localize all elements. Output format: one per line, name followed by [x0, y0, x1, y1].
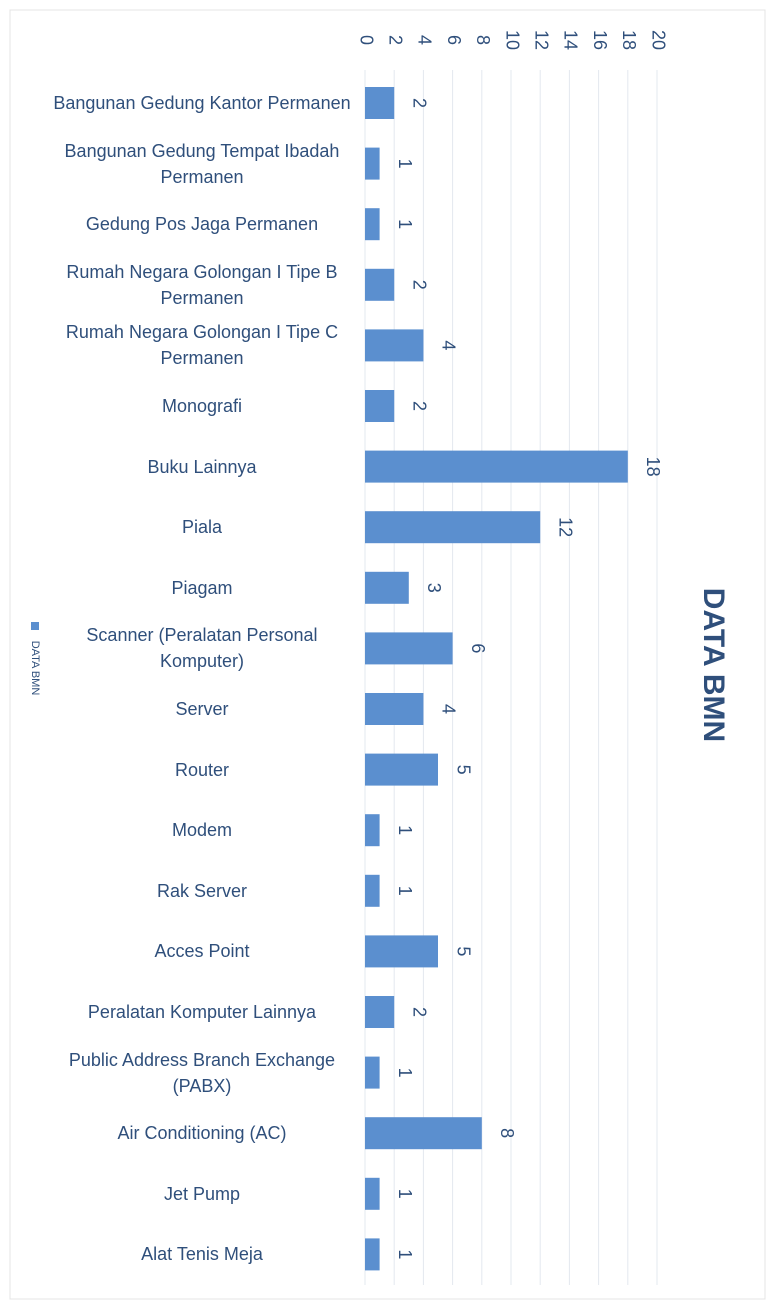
data-label: 1 [395, 1068, 415, 1078]
bar [365, 511, 541, 544]
bar [365, 1238, 380, 1271]
bar [365, 1117, 482, 1150]
bar [365, 693, 424, 725]
data-label: 4 [439, 704, 459, 714]
category-label: Server [175, 699, 229, 719]
category-label: Buku Lainnya [147, 456, 257, 477]
category-label: Router [174, 759, 230, 780]
data-label: 1 [395, 219, 415, 229]
data-label: 2 [409, 1007, 429, 1017]
data-label: 5 [453, 765, 473, 775]
bar [365, 753, 438, 786]
bar [365, 935, 438, 968]
bar [365, 632, 453, 665]
data-label: 3 [424, 583, 444, 593]
bar [365, 390, 395, 422]
x-tick-label: 8 [473, 35, 493, 45]
x-tick-label: 16 [590, 30, 610, 50]
bar [365, 147, 380, 180]
data-label: 1 [395, 1249, 415, 1259]
category-label: Piagam [171, 577, 233, 598]
bar [365, 1056, 380, 1089]
category-label: Monografi [161, 396, 243, 416]
data-label: 12 [555, 517, 575, 537]
category-label: Piala [181, 517, 223, 538]
x-tick-label: 0 [356, 35, 376, 45]
data-label: 1 [395, 825, 415, 835]
bar [365, 874, 380, 907]
category-label: Modem [171, 820, 233, 841]
bar [365, 814, 380, 847]
category-label: Bangunan Gedung Kantor Permanen [53, 93, 351, 113]
data-label: 18 [643, 457, 663, 477]
category-label: Air Conditioning (AC) [117, 1123, 287, 1144]
category-label: Public Address Branch Exchange (PABX) [68, 1049, 336, 1096]
data-label: 1 [395, 159, 415, 169]
legend-label: DATA BMN [29, 641, 41, 696]
data-label: 2 [409, 280, 429, 290]
x-tick-label: 2 [385, 35, 405, 45]
x-tick-label: 10 [502, 30, 522, 50]
bar [365, 329, 424, 362]
bar [365, 1177, 380, 1210]
bar [365, 450, 628, 483]
x-tick-label: 14 [561, 30, 581, 50]
data-label: 8 [497, 1128, 517, 1138]
x-tick-label: 18 [619, 30, 639, 50]
legend-swatch [31, 622, 39, 630]
category-label: Jet Pump [163, 1183, 241, 1204]
data-label: 2 [409, 98, 429, 108]
data-label: 4 [439, 340, 459, 350]
x-tick-label: 4 [415, 35, 435, 45]
bar [365, 208, 380, 241]
category-label: Gedung Pos Jaga Permanen [85, 214, 319, 235]
chart-title: DATA BMN [697, 588, 730, 742]
x-tick-label: 12 [531, 30, 551, 50]
category-label: Rumah Negara Golongan I Tipe B Permanen [66, 261, 338, 308]
data-label: 6 [468, 643, 488, 653]
bar [365, 996, 395, 1028]
category-label: Rak Server [156, 880, 248, 901]
data-label: 2 [409, 401, 429, 411]
category-label: Scanner (Peralatan Personal Komputer) [86, 625, 318, 672]
chart-border [9, 9, 766, 1300]
category-label: Acces Point [154, 941, 250, 962]
bar [365, 268, 395, 301]
data-label: 1 [395, 1189, 415, 1199]
bar [365, 571, 409, 604]
x-tick-label: 20 [648, 30, 668, 50]
category-label: Rumah Negara Golongan I Tipe C Permanen [65, 322, 339, 369]
category-label: Bangunan Gedung Tempat Ibadah Permanen [64, 140, 340, 187]
x-tick-label: 6 [444, 35, 464, 45]
category-label: Alat Tenis Meja [141, 1244, 263, 1265]
bar [365, 87, 395, 119]
data-label: 5 [453, 946, 473, 956]
data-label: 1 [395, 886, 415, 896]
category-label: Peralatan Komputer Lainnya [87, 1002, 317, 1022]
